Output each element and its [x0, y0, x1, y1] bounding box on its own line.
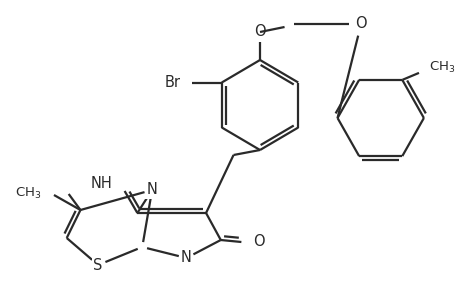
Text: methyl: methyl	[46, 194, 51, 196]
Text: N: N	[146, 182, 157, 197]
Text: methyl: methyl	[47, 194, 52, 195]
Text: methyl: methyl	[47, 191, 52, 192]
Text: CH$_3$: CH$_3$	[428, 60, 454, 75]
Text: N: N	[180, 250, 191, 266]
Text: CH$_3$: CH$_3$	[15, 185, 41, 200]
Text: methyl: methyl	[51, 192, 56, 193]
Text: NH: NH	[91, 176, 112, 190]
Text: S: S	[93, 257, 102, 272]
Text: Br: Br	[164, 75, 180, 90]
Text: O: O	[254, 25, 265, 40]
Text: O: O	[252, 235, 264, 250]
Text: CH$_3$: CH$_3$	[12, 184, 41, 202]
Text: O: O	[354, 16, 366, 32]
